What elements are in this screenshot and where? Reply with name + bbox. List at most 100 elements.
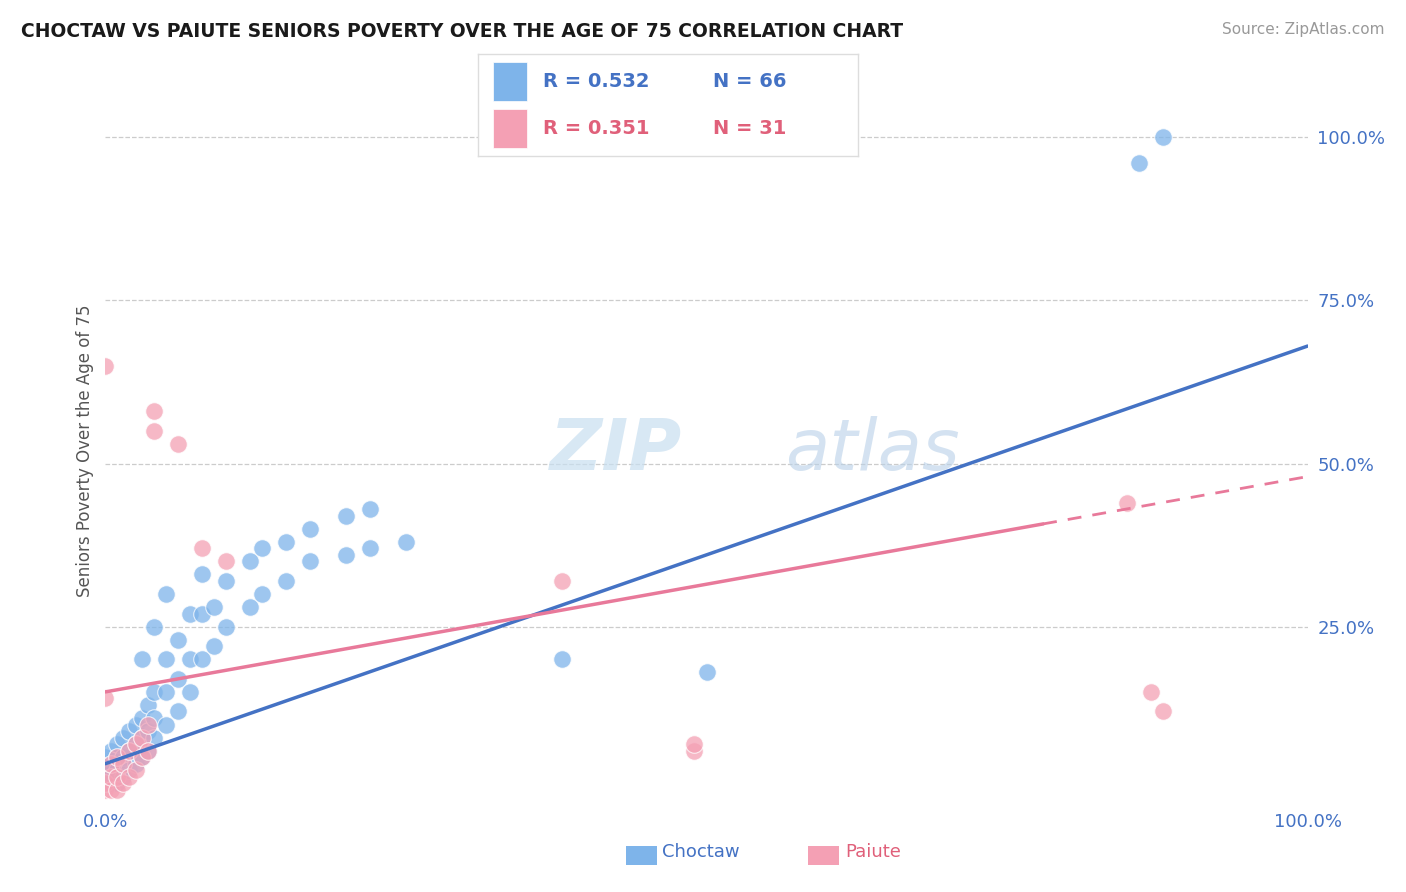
Point	[100, 756, 122, 771]
Point	[94, 756, 117, 771]
Point	[94, 691, 117, 706]
Point	[100, 770, 122, 784]
Bar	[494, 62, 527, 101]
Point	[112, 756, 135, 771]
Text: Paiute: Paiute	[845, 843, 901, 861]
Point	[131, 731, 153, 745]
Point	[131, 750, 153, 764]
Point	[298, 522, 321, 536]
Point	[100, 782, 122, 797]
Point	[142, 685, 165, 699]
Point	[142, 424, 165, 438]
Point	[107, 770, 129, 784]
Point	[696, 665, 718, 680]
Text: atlas: atlas	[785, 416, 959, 485]
Point	[190, 567, 212, 582]
Point	[190, 541, 212, 556]
Point	[118, 743, 141, 757]
Point	[136, 717, 159, 731]
Point	[107, 763, 129, 777]
Point	[250, 587, 273, 601]
Point	[179, 607, 201, 621]
Point	[107, 750, 129, 764]
Y-axis label: Seniors Poverty Over the Age of 75: Seniors Poverty Over the Age of 75	[76, 304, 94, 597]
Point	[124, 756, 146, 771]
Point	[94, 782, 117, 797]
Text: CHOCTAW VS PAIUTE SENIORS POVERTY OVER THE AGE OF 75 CORRELATION CHART: CHOCTAW VS PAIUTE SENIORS POVERTY OVER T…	[21, 22, 903, 41]
Point	[94, 359, 117, 373]
Point	[1116, 496, 1139, 510]
Point	[107, 737, 129, 751]
Point	[166, 672, 188, 686]
Point	[335, 508, 357, 523]
Point	[112, 770, 135, 784]
Point	[118, 763, 141, 777]
Point	[94, 763, 117, 777]
Point	[131, 711, 153, 725]
Point	[1152, 705, 1174, 719]
Point	[395, 534, 418, 549]
Point	[107, 750, 129, 764]
Point	[190, 652, 212, 666]
Point	[155, 587, 177, 601]
Point	[155, 652, 177, 666]
Bar	[494, 109, 527, 148]
Point	[131, 750, 153, 764]
Point	[214, 574, 236, 588]
Point	[551, 652, 574, 666]
Point	[359, 541, 381, 556]
Point	[683, 743, 706, 757]
Point	[179, 652, 201, 666]
Text: ZIP: ZIP	[550, 416, 682, 485]
Point	[214, 554, 236, 568]
Point	[112, 731, 135, 745]
Point	[359, 502, 381, 516]
Point	[142, 711, 165, 725]
Point	[131, 731, 153, 745]
Point	[202, 600, 225, 615]
Point	[107, 782, 129, 797]
Point	[112, 750, 135, 764]
Point	[155, 685, 177, 699]
Point	[335, 548, 357, 562]
Point	[298, 554, 321, 568]
Point	[94, 770, 117, 784]
Point	[124, 763, 146, 777]
Point	[202, 639, 225, 653]
Point	[124, 737, 146, 751]
Point	[166, 705, 188, 719]
Text: Source: ZipAtlas.com: Source: ZipAtlas.com	[1222, 22, 1385, 37]
Point	[1128, 156, 1150, 170]
Text: R = 0.532: R = 0.532	[543, 71, 650, 91]
Point	[100, 743, 122, 757]
Point	[683, 737, 706, 751]
Point	[131, 652, 153, 666]
Point	[107, 776, 129, 790]
Point	[274, 534, 297, 549]
Point	[124, 717, 146, 731]
Point	[190, 607, 212, 621]
Point	[136, 743, 159, 757]
Text: N = 66: N = 66	[713, 71, 787, 91]
Point	[100, 770, 122, 784]
Point	[166, 437, 188, 451]
Point	[142, 620, 165, 634]
Point	[136, 743, 159, 757]
Point	[551, 574, 574, 588]
Point	[94, 750, 117, 764]
Point	[142, 731, 165, 745]
Point	[124, 737, 146, 751]
Point	[142, 404, 165, 418]
Point	[100, 776, 122, 790]
Point	[250, 541, 273, 556]
Text: R = 0.351: R = 0.351	[543, 119, 650, 138]
Text: Choctaw: Choctaw	[662, 843, 740, 861]
Point	[136, 698, 159, 712]
Point	[239, 554, 262, 568]
Point	[118, 724, 141, 739]
Point	[112, 776, 135, 790]
Point	[100, 756, 122, 771]
Point	[214, 620, 236, 634]
Point	[1152, 130, 1174, 145]
Point	[118, 743, 141, 757]
